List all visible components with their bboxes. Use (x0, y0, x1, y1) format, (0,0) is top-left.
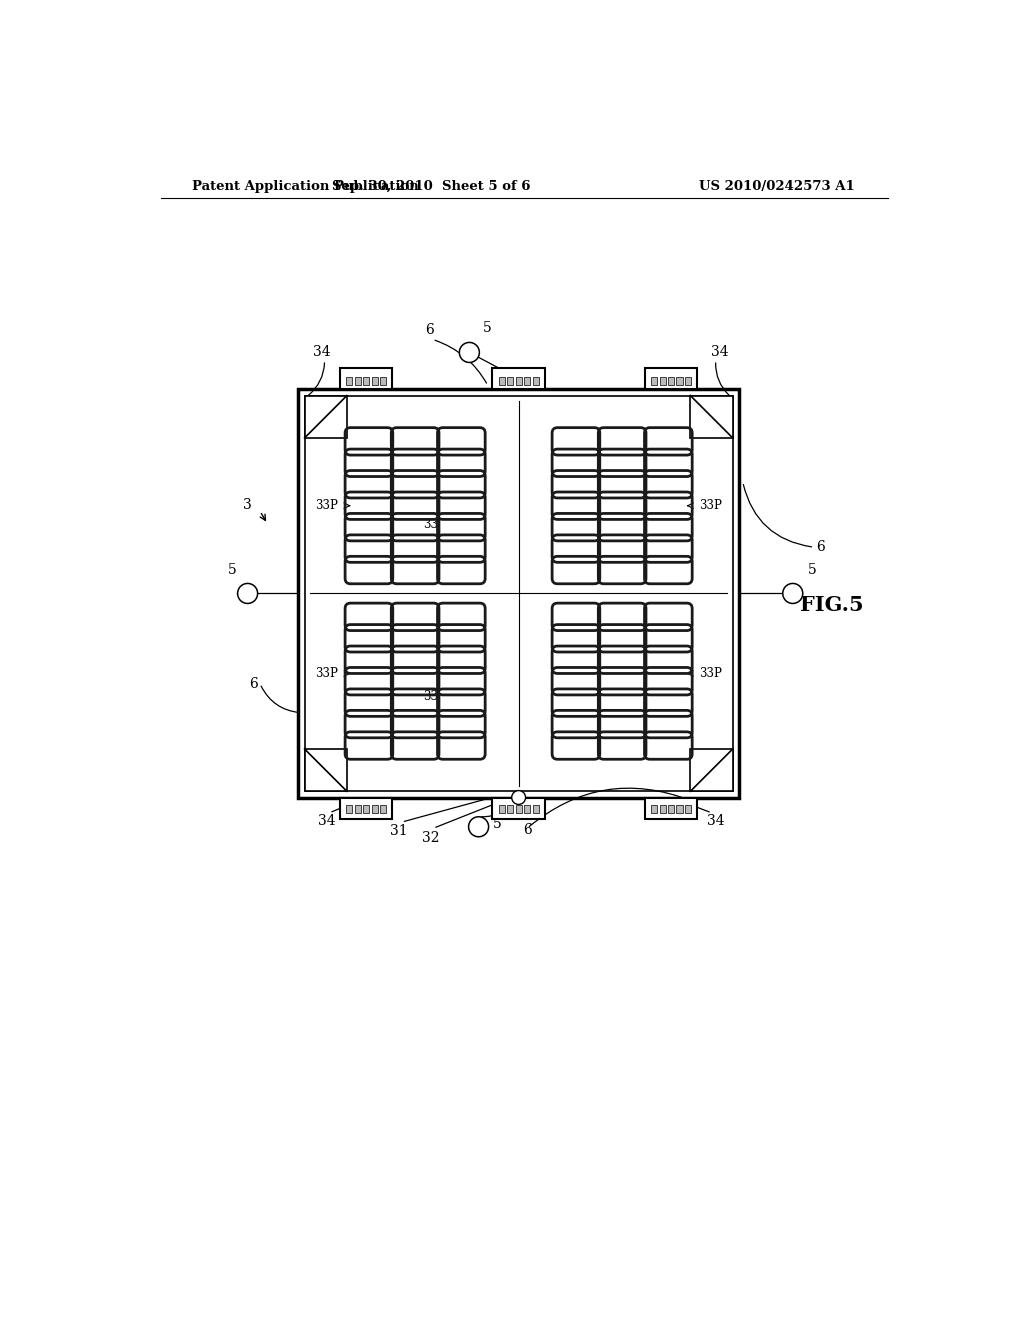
Bar (659, 805, 666, 813)
Text: 6: 6 (523, 822, 532, 837)
Bar (380, 378, 386, 385)
Bar (515, 805, 521, 813)
Bar (304, 748, 347, 792)
Bar (304, 396, 733, 792)
Bar (645, 797, 697, 818)
Text: 32: 32 (422, 830, 439, 845)
Bar (493, 797, 545, 818)
Bar (346, 805, 352, 813)
Bar (340, 797, 392, 818)
Bar (668, 805, 674, 813)
Bar (685, 805, 691, 813)
Text: 33P: 33P (315, 667, 338, 680)
Bar (677, 805, 683, 813)
Bar (499, 805, 505, 813)
Circle shape (782, 583, 803, 603)
Text: 5: 5 (483, 322, 492, 335)
Bar (340, 368, 392, 389)
Bar (364, 378, 370, 385)
Bar (354, 805, 360, 813)
Text: 6: 6 (250, 677, 258, 690)
Bar (298, 389, 739, 797)
Bar (651, 378, 657, 385)
Text: FIG.5: FIG.5 (801, 595, 864, 615)
Text: Patent Application Publication: Patent Application Publication (193, 181, 419, 194)
Text: 5: 5 (808, 562, 817, 577)
Bar (532, 378, 539, 385)
Bar (364, 805, 370, 813)
Text: 34: 34 (318, 814, 336, 829)
Circle shape (469, 817, 488, 837)
Text: Sep. 30, 2010  Sheet 5 of 6: Sep. 30, 2010 Sheet 5 of 6 (332, 181, 530, 194)
Bar (532, 805, 539, 813)
Bar (651, 805, 657, 813)
Bar (372, 378, 378, 385)
Bar (354, 378, 360, 385)
Bar (645, 368, 697, 389)
Text: 34: 34 (707, 814, 725, 829)
Text: 6: 6 (425, 323, 434, 337)
Text: 34: 34 (312, 345, 331, 359)
Bar (346, 378, 352, 385)
Bar (515, 378, 521, 385)
Bar (690, 748, 733, 792)
Text: 31: 31 (390, 824, 408, 838)
Bar (685, 378, 691, 385)
Bar (372, 805, 378, 813)
Text: 5: 5 (493, 817, 501, 832)
Bar (677, 378, 683, 385)
Circle shape (238, 583, 258, 603)
Text: 6: 6 (816, 540, 824, 554)
Text: 33P: 33P (699, 499, 722, 512)
Bar (304, 396, 347, 438)
Bar (499, 378, 505, 385)
Text: US 2010/0242573 A1: US 2010/0242573 A1 (699, 181, 855, 194)
Text: 3: 3 (244, 498, 252, 512)
Circle shape (460, 342, 479, 363)
Bar (668, 378, 674, 385)
Text: 34: 34 (711, 345, 728, 359)
Bar (507, 378, 513, 385)
Circle shape (512, 791, 525, 804)
Bar (524, 378, 530, 385)
Text: 33: 33 (423, 690, 438, 704)
Bar (507, 805, 513, 813)
Text: 33: 33 (423, 519, 438, 532)
Bar (690, 396, 733, 438)
Text: 33P: 33P (315, 499, 338, 512)
Text: 33P: 33P (699, 667, 722, 680)
Bar (493, 368, 545, 389)
Bar (524, 805, 530, 813)
Text: 5: 5 (227, 562, 237, 577)
Bar (380, 805, 386, 813)
Bar (659, 378, 666, 385)
